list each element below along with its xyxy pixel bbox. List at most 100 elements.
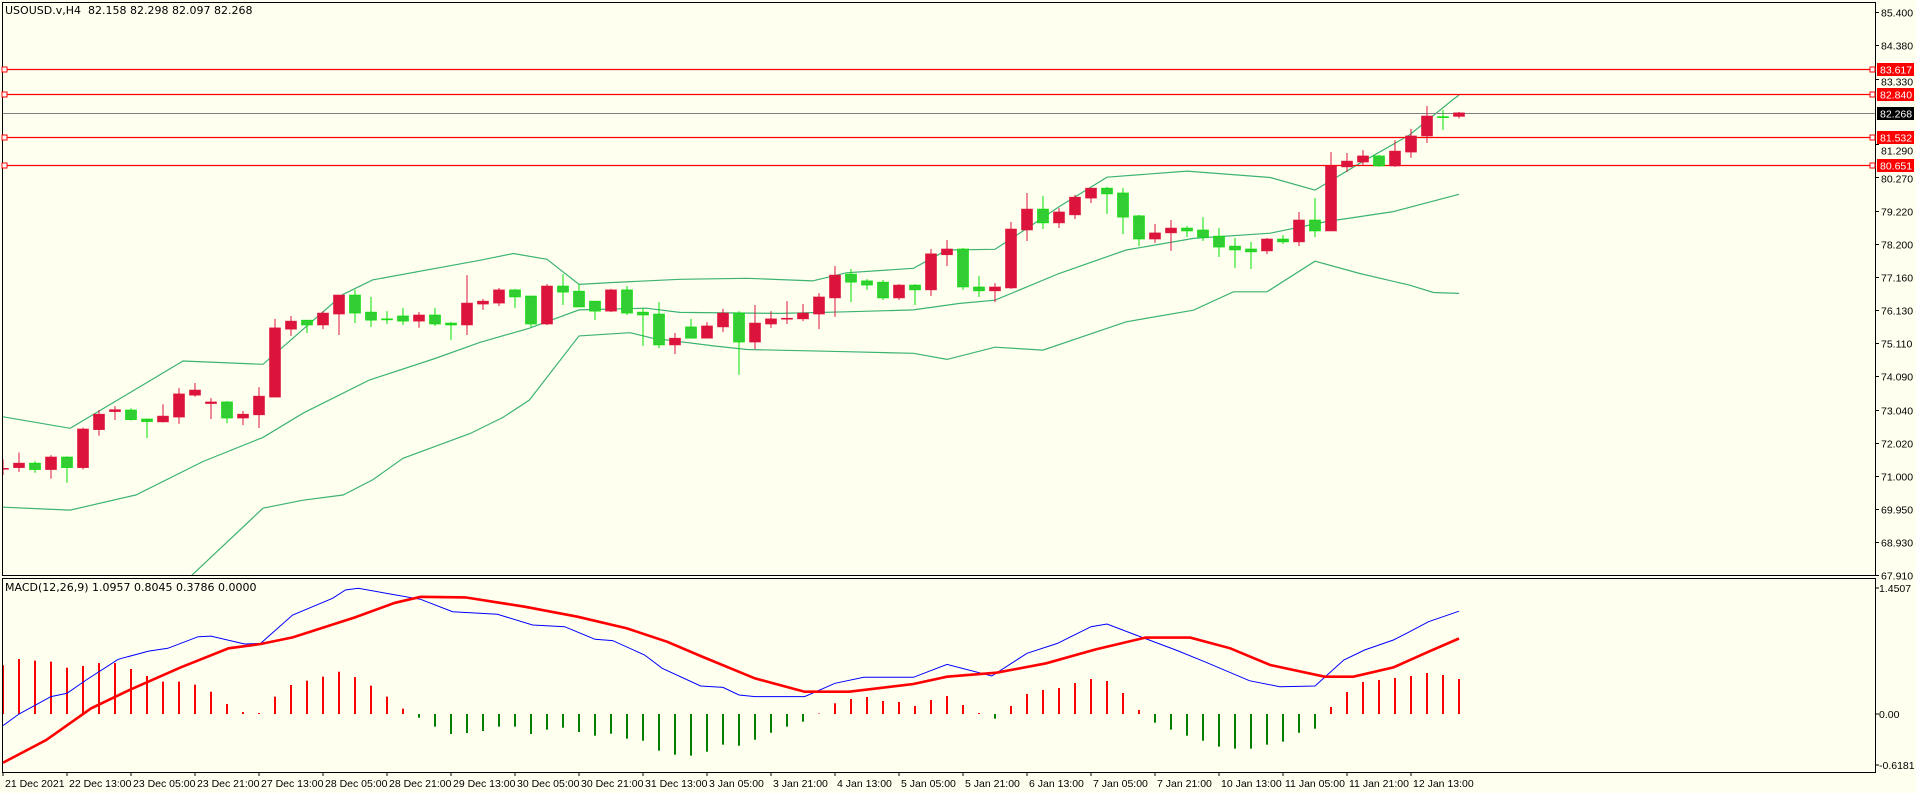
time-tick-label: 5 Jan 05:00	[901, 778, 956, 790]
price-tick-label: 72.020	[1881, 439, 1913, 451]
level-price-tag	[1877, 88, 1914, 101]
candle-bear	[1373, 155, 1385, 167]
time-tick-label: 22 Dec 13:00	[69, 778, 132, 790]
time-tick-label: 3 Jan 21:00	[773, 778, 828, 790]
candle-bear	[1245, 248, 1257, 253]
low-value: 82.097	[171, 4, 211, 17]
candle-bull	[1389, 150, 1401, 167]
macd-axis: 1.4507 0.00 -0.6181	[1875, 583, 1915, 772]
candle-bear	[1133, 215, 1145, 240]
bollinger-lower-line	[191, 260, 1460, 575]
candle-bull	[237, 413, 249, 419]
candle-bull	[77, 428, 89, 468]
candle-bull	[1341, 160, 1353, 168]
price-tick-label: 75.110	[1881, 339, 1912, 351]
macd-hist-value: 0.3786	[176, 581, 215, 594]
candle-bear	[845, 273, 857, 283]
main-panel-border	[2, 2, 1876, 576]
candle-bull	[781, 317, 793, 320]
time-tick-label: 29 Dec 13:00	[453, 778, 516, 790]
level-right-handle[interactable]	[1869, 66, 1876, 73]
candle-bull	[173, 393, 185, 418]
price-tick-label: 69.950	[1881, 505, 1913, 517]
candle-bear	[637, 311, 649, 316]
level-price-label: 80.651	[1880, 161, 1912, 173]
time-tick-label: 5 Jan 21:00	[965, 778, 1020, 790]
candle-bear	[445, 322, 457, 326]
time-tick-label: 31 Dec 13:00	[645, 778, 708, 790]
candle-bull	[1069, 196, 1081, 216]
candle-bull	[1325, 165, 1337, 232]
candle-bear	[621, 289, 633, 314]
time-axis: 21 Dec 2021 22 Dec 13:00 23 Dec 05:00 23 De…	[2, 772, 1474, 790]
candle-bull	[541, 285, 553, 325]
candle-bull	[797, 312, 809, 320]
macd-panel-border	[2, 578, 1876, 773]
candle-bear	[301, 319, 313, 326]
candle-bull	[925, 253, 937, 291]
candle-bull	[941, 248, 953, 256]
candle-bull	[157, 415, 169, 423]
candle-bear	[1037, 208, 1049, 224]
candle-bull	[1149, 232, 1161, 240]
candle-bear	[1229, 245, 1241, 251]
level-left-handle[interactable]	[1, 134, 8, 141]
price-tick-label: 71.000	[1881, 472, 1913, 484]
candle-bull	[333, 294, 345, 315]
candle-bull	[477, 300, 489, 305]
time-tick-label: 11 Jan 05:00	[1285, 778, 1345, 790]
current-price-label: 82.268	[1880, 109, 1912, 121]
candle-bull	[93, 413, 105, 430]
candle-bear	[429, 314, 441, 325]
level-left-handle[interactable]	[1, 91, 8, 98]
candle-bear	[381, 318, 393, 321]
candle-bear	[957, 248, 969, 288]
price-tick-label: 68.930	[1881, 538, 1913, 550]
candle-bull	[1085, 187, 1097, 199]
level-right-handle[interactable]	[1869, 162, 1876, 169]
candle-bear	[653, 313, 665, 346]
level-left-handle[interactable]	[1, 66, 8, 73]
current-price-tag	[1877, 107, 1914, 120]
candle-bear	[125, 409, 137, 420]
level-left-handle[interactable]	[1, 162, 8, 169]
candle-bear	[877, 281, 889, 299]
candle-bull	[1165, 227, 1177, 234]
macd-header: MACD(12,26,9) 1.0957 0.8045 0.3786 0.000…	[5, 581, 257, 594]
macd-extra-value: 0.0000	[218, 581, 257, 594]
price-tick-label: 77.160	[1881, 273, 1913, 285]
time-tick-label: 7 Jan 21:00	[1157, 778, 1212, 790]
time-tick-label: 30 Dec 21:00	[581, 778, 644, 790]
candle-bull	[109, 409, 121, 412]
price-tick-label: 85.400	[1881, 8, 1913, 20]
level-price-label: 81.532	[1880, 133, 1912, 145]
candle-bull	[413, 314, 425, 322]
price-tick-label: 73.040	[1881, 406, 1913, 418]
level-right-handle[interactable]	[1869, 134, 1876, 141]
time-tick-label: 12 Jan 13:00	[1413, 778, 1474, 790]
candle-bear	[685, 326, 697, 339]
bollinger-middle-line	[3, 193, 1460, 511]
macd-tick-label: 0.00	[1879, 709, 1900, 721]
level-right-handle[interactable]	[1869, 91, 1876, 98]
candle-bear	[1277, 238, 1289, 243]
horizontal-levels[interactable]: 83.617 82.840 81.532 80.651 82.268	[1, 63, 1914, 173]
candle-bear	[349, 294, 361, 314]
price-tick-label: 79.220	[1881, 207, 1913, 219]
close-value: 82.268	[213, 4, 253, 17]
price-tick-label: 74.090	[1881, 372, 1913, 384]
candle-bull	[765, 318, 777, 325]
time-tick-label: 30 Dec 05:00	[517, 778, 580, 790]
candle-bear	[141, 418, 153, 422]
candle-bear	[1101, 187, 1113, 195]
level-price-label: 83.617	[1880, 65, 1912, 77]
candle-bull	[461, 302, 473, 326]
level-price-label: 82.840	[1880, 90, 1912, 102]
candle-bull	[1421, 115, 1433, 137]
candles	[3, 106, 1465, 483]
candle-bull	[253, 395, 265, 416]
candle-bear	[973, 286, 985, 292]
candle-bear	[1181, 227, 1193, 232]
time-tick-label: 27 Dec 13:00	[261, 778, 324, 790]
